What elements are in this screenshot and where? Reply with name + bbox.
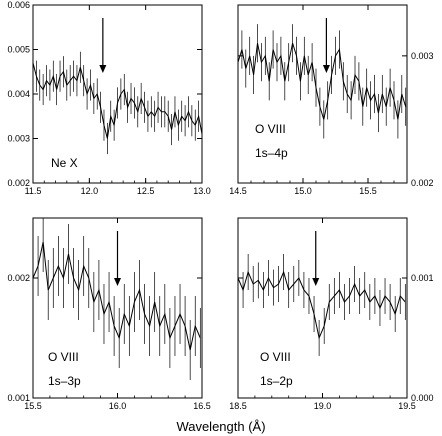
panel-label: Ne X bbox=[51, 156, 78, 170]
spectrum-line bbox=[32, 62, 203, 139]
arrow-head bbox=[99, 65, 107, 73]
arrow-head bbox=[114, 278, 121, 286]
y-tick-label: 0.000 bbox=[411, 393, 434, 403]
y-tick-label: 0.005 bbox=[7, 45, 30, 55]
error-bars bbox=[32, 47, 203, 155]
x-tick-label: 13.0 bbox=[193, 186, 211, 196]
spectrum-line bbox=[32, 241, 201, 351]
x-axis-label: Wavelength (Å) bbox=[176, 419, 265, 434]
y-tick-label: 0.001 bbox=[411, 273, 434, 283]
spectrum-line bbox=[237, 42, 407, 120]
x-tick-label: 16.5 bbox=[193, 401, 211, 411]
arrow-head bbox=[322, 65, 330, 73]
panel-label: 1s–3p bbox=[48, 374, 81, 388]
x-tick-label: 12.0 bbox=[81, 186, 99, 196]
y-tick-label: 0.002 bbox=[7, 178, 30, 188]
x-tick-label: 19.0 bbox=[314, 401, 332, 411]
panel-container: 11.5 12.0 12.5 13.0 0.002 0.003 0.004 0.005 0.00… bbox=[7, 0, 433, 411]
panel-2: 14.5 15.0 15.5 0.002 0.003 O VIII 1s–4p bbox=[229, 4, 434, 196]
panel-label: O VIII bbox=[260, 350, 291, 364]
panel-label: 1s–2p bbox=[260, 374, 293, 388]
y-tick-label: 0.003 bbox=[411, 51, 434, 61]
panel-4: 18.5 19.0 19.50.000 0.001 O VIII 1s–2p bbox=[229, 217, 434, 411]
x-tick-label: 15.0 bbox=[294, 186, 312, 196]
y-tick-label: 0.006 bbox=[7, 0, 30, 10]
y-tick-label: 0.001 bbox=[7, 393, 30, 403]
panel-label: O VIII bbox=[48, 350, 79, 364]
x-tick-label: 15.5 bbox=[359, 186, 377, 196]
spectrum-line bbox=[237, 270, 406, 340]
x-tick-label: 19.5 bbox=[398, 401, 416, 411]
panel-3: 15.5 16.0 16.5 0.001 0.002 O VIII 1s–3p bbox=[7, 217, 211, 411]
arrow-head bbox=[312, 278, 320, 286]
x-tick-label: 16.0 bbox=[109, 401, 127, 411]
y-tick-label: 0.002 bbox=[411, 178, 434, 188]
x-tick-label: 11.5 bbox=[25, 186, 42, 196]
error-bars bbox=[237, 254, 406, 356]
x-tick-label: 18.5 bbox=[229, 401, 247, 411]
x-tick-label: 14.5 bbox=[229, 186, 247, 196]
x-tick-label: 15.5 bbox=[24, 401, 42, 411]
x-tick-label: 12.5 bbox=[137, 186, 155, 196]
panel-label: 1s–4p bbox=[255, 146, 288, 160]
y-tick-label: 0.003 bbox=[7, 134, 30, 144]
panel-frame bbox=[237, 4, 408, 184]
y-tick-label: 0.004 bbox=[7, 89, 30, 99]
y-tick-label: 0.002 bbox=[7, 273, 30, 283]
panel-1: 11.5 12.0 12.5 13.0 0.002 0.003 0.004 0.005 0.00… bbox=[7, 0, 210, 196]
panel-label: O VIII bbox=[255, 122, 286, 136]
